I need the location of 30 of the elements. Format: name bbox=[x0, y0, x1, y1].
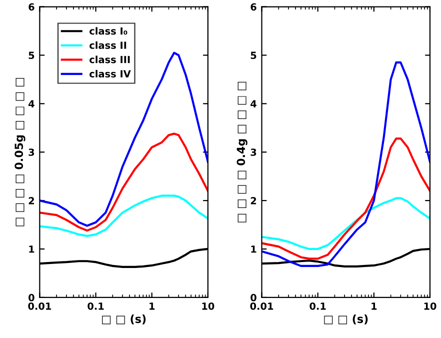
x-tick-label: 1 bbox=[372, 302, 377, 310]
y-tick-label: 1 bbox=[29, 246, 34, 253]
x-tick-label: 10 bbox=[424, 302, 436, 310]
y-tick-label: 5 bbox=[28, 52, 34, 60]
legend-label: class I₀ bbox=[90, 27, 128, 35]
x-tick-label: 10 bbox=[202, 302, 214, 310]
y-tick-label: 2 bbox=[250, 197, 256, 204]
legend-label: class II bbox=[90, 41, 126, 49]
y-tick-label: 6 bbox=[28, 3, 34, 11]
y-tick-label: 0 bbox=[28, 294, 34, 302]
x-tick-label: 0.01 bbox=[28, 302, 52, 310]
y-tick-label: 4 bbox=[28, 100, 34, 108]
y-axis-title: □ □ □ □ 0.4g □ □ □ □ bbox=[236, 82, 248, 222]
y-tick-label: 1 bbox=[251, 246, 256, 253]
x-axis-title: □ □ (s) bbox=[102, 314, 146, 324]
legend-label: class IV bbox=[90, 70, 131, 78]
legend-label: class III bbox=[90, 56, 130, 64]
y-tick-label: 2 bbox=[28, 197, 34, 204]
y-tick-label: 0 bbox=[250, 294, 256, 302]
x-tick-label: 1 bbox=[150, 302, 155, 310]
x-tick-label: 0.01 bbox=[250, 302, 274, 310]
y-tick-label: 3 bbox=[250, 148, 256, 156]
x-tick-label: 0.1 bbox=[88, 302, 104, 310]
y-tick-label: 5 bbox=[250, 52, 256, 60]
x-axis-title: □ □ (s) bbox=[324, 314, 368, 324]
x-tick-label: 0.1 bbox=[310, 302, 326, 310]
y-tick-label: 4 bbox=[250, 100, 256, 108]
y-tick-label: 3 bbox=[28, 148, 34, 156]
y-axis-title: □ □ □ □ 0.05g □ □ □ □ bbox=[14, 78, 26, 226]
y-tick-label: 6 bbox=[250, 3, 256, 11]
